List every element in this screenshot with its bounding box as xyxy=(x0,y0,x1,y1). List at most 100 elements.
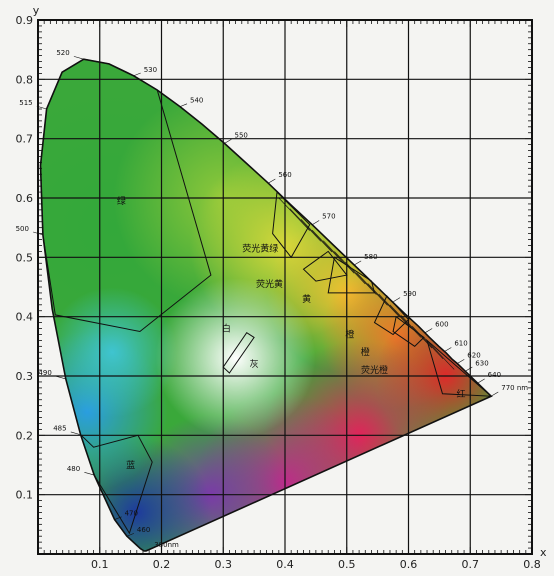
wavelength-label: 490 xyxy=(38,369,51,377)
wavelength-label: 470 xyxy=(125,510,138,518)
hatch-line xyxy=(278,197,310,231)
wavelength-label: 530 xyxy=(144,66,157,74)
hatch-line xyxy=(356,272,388,306)
wavelength-label: 610 xyxy=(454,340,467,348)
x-axis-label: x xyxy=(540,546,547,559)
wavelength-leader xyxy=(133,72,141,77)
wavelength-label: 485 xyxy=(53,425,66,433)
region-outline xyxy=(373,295,410,336)
wavelength-leader xyxy=(224,138,232,144)
wavelength-leader xyxy=(36,105,47,110)
wavelength-leader xyxy=(392,297,401,303)
x-tick-label: 0.7 xyxy=(462,558,480,571)
wavelength-label: 620 xyxy=(467,352,480,360)
wavelength-label: 380nm xyxy=(154,541,179,549)
wavelength-leader xyxy=(444,347,452,352)
region-label: 荧光黄 xyxy=(256,278,283,290)
x-tick-label: 0.2 xyxy=(153,558,171,571)
wavelength-label: 500 xyxy=(16,225,29,233)
x-tick-label: 0.4 xyxy=(276,558,294,571)
hatch-line xyxy=(300,219,333,253)
y-tick-label: 0.8 xyxy=(16,73,34,86)
y-tick-label: 0.5 xyxy=(16,251,34,264)
wavelength-label: 630 xyxy=(475,359,488,367)
x-tick-label: 0.6 xyxy=(400,558,418,571)
x-tick-label: 0.3 xyxy=(215,558,233,571)
region-label: 蓝 xyxy=(126,459,135,471)
hatch-lines xyxy=(278,197,455,370)
wavelength-leader xyxy=(457,359,465,364)
region-outline xyxy=(302,250,348,282)
region-label: 荧光橙 xyxy=(361,364,388,376)
hatch-line xyxy=(378,293,410,327)
wavelength-label: 515 xyxy=(19,99,32,107)
x-tick-label: 0.1 xyxy=(91,558,109,571)
region-outline xyxy=(272,191,311,259)
y-tick-label: 0.4 xyxy=(16,311,34,324)
hatch-line xyxy=(289,208,322,242)
wavelength-leader xyxy=(73,56,84,60)
wavelength-leader xyxy=(179,103,188,107)
y-tick-label: 0.3 xyxy=(16,370,34,383)
hatch-line xyxy=(311,229,344,263)
region-label: 橙 xyxy=(361,346,370,358)
x-tick-label: 0.5 xyxy=(338,558,356,571)
hatch-line xyxy=(334,251,366,285)
wavelength-leader xyxy=(465,366,473,372)
axes: 0.1 0.2 0.3 0.4 0.5 0.6 0.7 0.8 0.1 0.2 0.3 0.4 0.5 0… xyxy=(16,4,548,571)
hatch-line xyxy=(389,304,422,338)
y-tick-label: 0.2 xyxy=(16,429,34,442)
wavelength-leader xyxy=(33,231,44,236)
region-outline xyxy=(39,58,212,333)
y-tick-label: 0.9 xyxy=(16,14,34,27)
wavelength-leader xyxy=(312,220,320,225)
region-outline xyxy=(426,338,493,397)
region-outline xyxy=(222,332,255,374)
wavelength-label: 570 xyxy=(322,213,335,221)
region-label: 荧光黄绿 xyxy=(242,242,278,254)
wavelength-leader xyxy=(425,328,433,333)
y-axis-label: y xyxy=(33,4,40,17)
hatch-line xyxy=(411,325,444,359)
y-tick-label: 0.7 xyxy=(16,133,34,146)
wavelength-leader xyxy=(55,375,66,380)
grid xyxy=(37,19,533,555)
wavelength-label: 580 xyxy=(364,253,377,261)
hatch-line xyxy=(423,336,455,370)
color-regions xyxy=(39,58,493,535)
hatch-line xyxy=(367,283,399,317)
wavelength-label: 480 xyxy=(67,465,80,473)
wavelength-leader xyxy=(70,431,81,436)
hatch-line xyxy=(323,240,355,274)
region-label: 橙 xyxy=(345,328,354,340)
wavelength-label: 460 xyxy=(137,526,150,534)
y-tick-label: 0.6 xyxy=(16,192,34,205)
region-label: 白 xyxy=(222,323,231,335)
region-label: 灰 xyxy=(250,358,259,370)
labels: 380nm 460 470 480 485 490 500 515 520 530 540 550 56… xyxy=(16,49,528,552)
wavelength-leader xyxy=(268,178,276,184)
wavelength-leader xyxy=(114,516,122,520)
region-label: 绿 xyxy=(117,195,126,207)
wavelength-label: 770 nm xyxy=(501,384,528,392)
wavelength-leader xyxy=(354,260,362,266)
hatch-line xyxy=(345,261,377,295)
x-tick-label: 0.8 xyxy=(523,558,541,571)
wavelength-label: 550 xyxy=(234,131,247,139)
wavelength-leader xyxy=(126,533,135,537)
wavelength-label: 540 xyxy=(190,97,203,105)
wavelength-label: 590 xyxy=(403,290,416,298)
wavelength-leader xyxy=(84,471,95,476)
region-label: 黄 xyxy=(302,293,311,305)
wavelength-leader xyxy=(144,547,152,552)
wavelength-label: 520 xyxy=(56,49,69,57)
region-label: 红 xyxy=(456,388,465,400)
wavelength-label: 640 xyxy=(488,371,501,379)
wavelength-label: 560 xyxy=(278,171,291,179)
y-tick-label: 0.1 xyxy=(16,489,34,502)
wavelength-leader xyxy=(491,391,499,397)
hatch-line xyxy=(400,315,433,349)
wavelength-label: 600 xyxy=(435,321,448,329)
wavelength-leader xyxy=(477,378,485,384)
